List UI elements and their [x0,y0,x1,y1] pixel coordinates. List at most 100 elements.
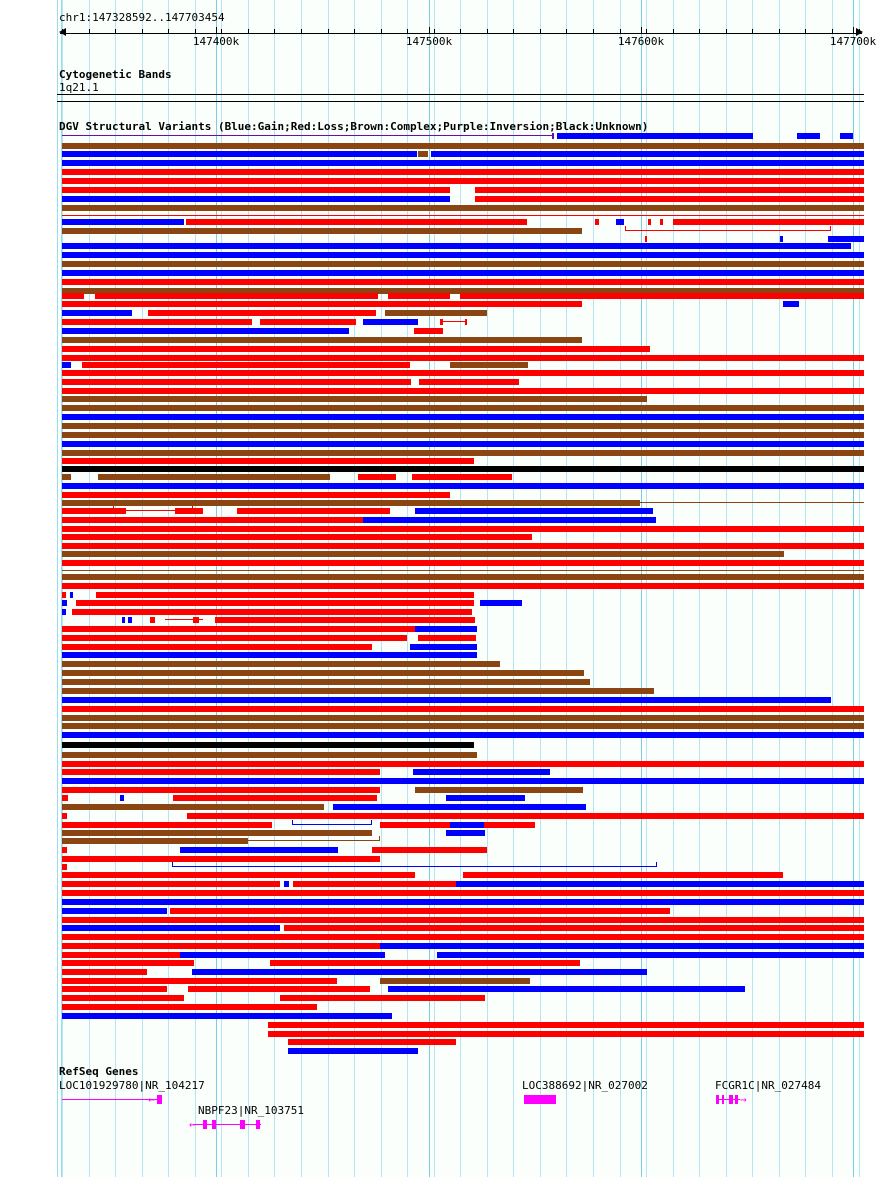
variant-segment-complex[interactable] [62,715,864,721]
variant-segment-loss[interactable] [62,917,864,923]
variant-segment-loss[interactable] [62,508,126,514]
variant-segment-loss[interactable] [268,1031,864,1037]
variant-segment-loss[interactable] [62,379,411,385]
variant-segment-loss[interactable] [175,508,203,514]
variant-segment-complex[interactable] [62,679,590,685]
variant-segment-loss[interactable] [440,319,443,325]
variant-segment-loss[interactable] [126,510,186,511]
variant-segment-loss[interactable] [270,960,580,966]
variant-segment-gain[interactable] [180,847,338,853]
gene-exon[interactable] [256,1120,260,1129]
variant-segment-loss[interactable] [62,813,67,819]
variant-segment-loss[interactable] [62,293,84,299]
variant-segment-gain[interactable] [62,151,417,157]
variant-segment-gain[interactable] [62,697,831,703]
variant-segment-loss[interactable] [188,986,370,992]
variant-segment-gain[interactable] [840,133,853,139]
variant-segment-complex[interactable] [62,670,584,676]
variant-segment-complex[interactable] [62,143,864,149]
variant-segment-loss[interactable] [148,310,376,316]
variant-segment-gain[interactable] [62,778,864,784]
variant-segment-loss[interactable] [62,890,864,896]
gene-label[interactable]: LOC388692|NR_027002 [522,1079,648,1092]
variant-segment-loss[interactable] [76,600,474,606]
variant-segment-gain[interactable] [288,1048,418,1054]
variant-endcap[interactable] [625,226,626,231]
variant-segment-loss[interactable] [62,1004,317,1010]
variant-segment-loss[interactable] [62,872,415,878]
variant-segment-loss[interactable] [62,969,147,975]
variant-segment-loss[interactable] [62,592,66,598]
variant-segment-loss[interactable] [62,458,474,464]
variant-segment-gain[interactable] [62,441,864,447]
variant-endcap[interactable] [656,862,657,867]
variant-segment-complex[interactable] [62,830,372,836]
variant-segment-gain[interactable] [797,133,820,139]
variant-segment-complex[interactable] [380,978,530,984]
variant-segment-loss[interactable] [62,355,864,361]
variant-segment-loss[interactable] [187,813,864,819]
variant-segment-loss[interactable] [62,178,864,184]
variant-segment-loss[interactable] [62,856,380,862]
variant-segment-loss[interactable] [62,706,864,712]
variant-segment-gain[interactable] [62,732,864,738]
variant-segment-gain[interactable] [413,769,550,775]
variant-segment-loss[interactable] [62,169,864,175]
variant-segment-complex[interactable] [62,752,477,758]
variant-segment-loss[interactable] [419,379,519,385]
variant-segment-complex[interactable] [62,205,864,211]
variant-segment-gain[interactable] [62,600,67,606]
variant-segment-loss[interactable] [62,960,194,966]
variant-segment-complex[interactable] [418,151,428,157]
variant-segment-complex[interactable] [62,551,784,557]
variant-segment-complex[interactable] [62,804,324,810]
variant-segment-gain[interactable] [388,986,745,992]
gene-exon[interactable] [240,1120,245,1129]
variant-segment-gain[interactable] [62,310,132,316]
variant-segment-loss[interactable] [62,943,380,949]
variant-segment-loss[interactable] [62,301,582,307]
variant-segment-gain[interactable] [62,362,71,368]
variant-endcap[interactable] [371,820,372,825]
variant-segment-loss[interactable] [62,864,67,870]
variant-segment-gain[interactable] [828,236,864,242]
variant-segment-complex[interactable] [62,474,71,480]
variant-segment-loss[interactable] [62,517,460,523]
variant-segment-loss[interactable] [193,617,199,623]
variant-segment-loss[interactable] [62,526,864,532]
variant-segment-complex[interactable] [62,396,647,402]
variant-segment-loss[interactable] [388,293,450,299]
variant-segment-loss[interactable] [62,995,184,1001]
variant-segment-gain[interactable] [475,943,864,949]
variant-segment-loss[interactable] [648,219,651,225]
variant-segment-complex[interactable] [62,337,582,343]
variant-segment-complex[interactable] [62,423,864,429]
variant-segment-loss[interactable] [268,1022,864,1028]
variant-endcap[interactable] [113,506,114,511]
gene-exon[interactable] [735,1095,738,1104]
variant-segment-loss[interactable] [418,635,476,641]
variant-segment-loss[interactable] [412,474,512,480]
variant-endcap[interactable] [172,862,173,867]
variant-segment-inversion[interactable] [552,133,554,139]
variant-segment-complex[interactable] [62,405,864,411]
variant-segment-gain[interactable] [284,881,289,887]
variant-segment-gain[interactable] [480,600,522,606]
variant-segment-gain[interactable] [62,483,864,489]
variant-segment-loss[interactable] [62,635,407,641]
variant-segment-loss[interactable] [62,279,864,285]
variant-segment-complex[interactable] [62,288,864,294]
variant-segment-gain[interactable] [62,219,184,225]
variant-segment-loss[interactable] [372,847,487,853]
variant-segment-loss[interactable] [475,187,864,193]
variant-segment-gain[interactable] [415,626,477,632]
variant-segment-unknown[interactable] [62,742,474,748]
variant-segment-loss[interactable] [62,534,532,540]
variant-segment-complex[interactable] [247,840,380,841]
variant-segment-loss[interactable] [95,293,378,299]
variant-segment-complex[interactable] [62,570,864,571]
variant-segment-loss[interactable] [293,881,474,887]
variant-segment-gain[interactable] [62,899,864,905]
variant-segment-complex[interactable] [62,450,864,456]
variant-segment-loss[interactable] [645,236,647,242]
